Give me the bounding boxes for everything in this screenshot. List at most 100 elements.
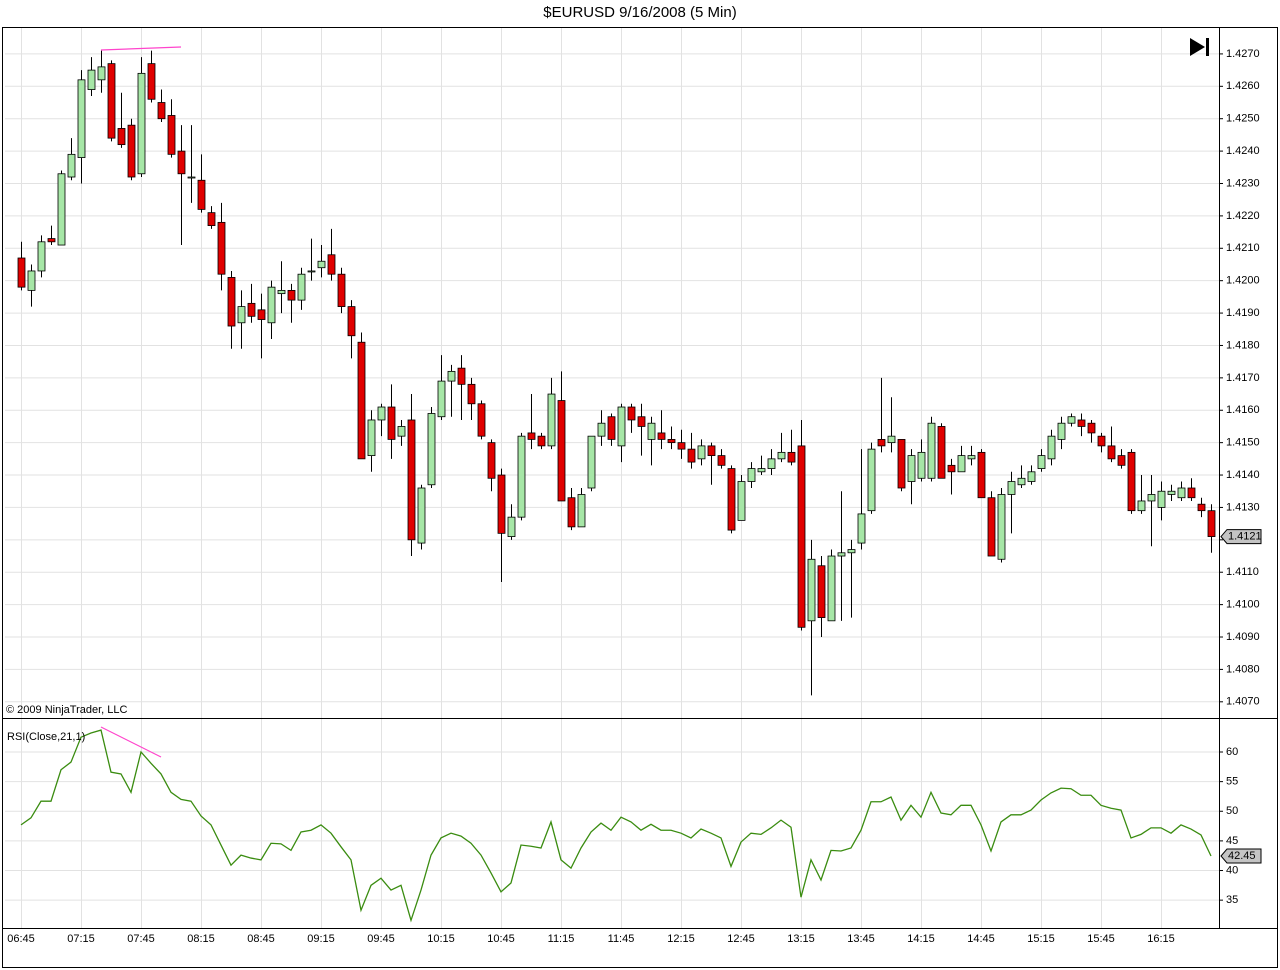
candle-body — [487, 442, 496, 479]
x-tick-label: 12:45 — [727, 933, 755, 945]
candle-body — [917, 451, 926, 479]
candle-body — [1207, 510, 1216, 537]
candle-body — [937, 426, 946, 479]
candle-body — [1147, 494, 1156, 502]
candle-body — [1027, 471, 1036, 482]
y-tick-label: 1.4240 — [1226, 145, 1260, 157]
play-icon[interactable] — [1190, 38, 1209, 56]
x-tick-label: 15:45 — [1087, 933, 1115, 945]
candle-body — [927, 422, 936, 479]
candle-body — [157, 102, 166, 120]
candle-body — [437, 380, 446, 418]
copyright: © 2009 NinjaTrader, LLC — [6, 704, 127, 716]
y-tick-label: 1.4100 — [1226, 599, 1260, 611]
x-tick-label: 08:15 — [187, 933, 215, 945]
candle-body — [537, 435, 546, 447]
x-tick-label: 11:45 — [608, 933, 635, 945]
y-tick-label: 1.4140 — [1226, 469, 1260, 481]
candle-body — [427, 413, 436, 486]
candle-body — [557, 400, 566, 502]
candle-body — [967, 455, 976, 460]
y-tick-label: 1.4200 — [1226, 275, 1260, 287]
candle-body — [177, 150, 186, 175]
candle-body — [977, 451, 986, 499]
x-tick-label: 07:15 — [67, 933, 95, 945]
x-tick-label: 11:15 — [548, 933, 575, 945]
candle-body — [817, 565, 826, 618]
candle-body — [317, 260, 326, 269]
candle-body — [527, 432, 536, 440]
candle-body — [1047, 435, 1056, 460]
candle-body — [907, 455, 916, 482]
candle-body — [547, 393, 556, 447]
y-tick-label: 1.4250 — [1226, 113, 1260, 125]
x-tick-label: 13:45 — [847, 933, 875, 945]
y-tick-label: 1.4080 — [1226, 663, 1260, 675]
y-tick-label: 1.4230 — [1226, 177, 1260, 189]
candle-body — [297, 273, 306, 301]
candle-body — [757, 468, 766, 473]
candle-body — [677, 442, 686, 450]
candle-body — [667, 439, 676, 444]
candle-body — [1087, 422, 1096, 434]
y-tick-label: 40 — [1226, 864, 1238, 876]
last-value-box — [1220, 529, 1262, 545]
candle-body — [747, 468, 756, 482]
candle-body — [207, 212, 216, 227]
candle-body — [77, 79, 86, 158]
candle-body — [277, 289, 286, 295]
candle-body — [807, 558, 816, 622]
candle-body — [1197, 503, 1206, 512]
y-tick-label: 1.4190 — [1226, 307, 1260, 319]
frame — [2, 27, 1278, 968]
y-tick-label: 1.4160 — [1226, 404, 1260, 416]
candle-body — [1187, 487, 1196, 499]
candle-body — [237, 306, 246, 324]
candle-body — [347, 306, 356, 337]
candle-body — [1007, 481, 1016, 495]
candle-body — [1157, 490, 1166, 508]
candle-body — [117, 128, 126, 146]
x-tick-label: 16:15 — [1147, 933, 1175, 945]
candle-body — [87, 69, 96, 90]
x-tick-label: 13:15 — [787, 933, 815, 945]
candle-body — [457, 367, 466, 385]
candle-body — [1167, 490, 1176, 495]
candle-body — [337, 273, 346, 307]
candle-body — [687, 448, 696, 463]
candle-body — [857, 513, 866, 544]
candle-body — [787, 451, 796, 463]
candle-body — [377, 406, 386, 421]
candle-body — [1077, 419, 1086, 427]
candle-body — [287, 289, 296, 301]
candle-body — [1097, 435, 1106, 447]
candle-body — [627, 406, 636, 421]
candle-body — [1127, 451, 1136, 512]
candle-body — [497, 474, 506, 534]
trend-line — [100, 726, 162, 758]
candle-body — [577, 494, 586, 528]
candle-body — [797, 445, 806, 628]
candle-body — [827, 555, 836, 622]
candle-body — [47, 238, 56, 243]
x-tick-label: 06:45 — [7, 933, 35, 945]
candle-body — [587, 435, 596, 489]
y-tick-label: 55 — [1226, 776, 1238, 788]
y-tick-label: 1.4180 — [1226, 339, 1260, 351]
candle-body — [387, 406, 396, 440]
candle-body — [607, 416, 616, 440]
candle-body — [957, 455, 966, 473]
candle-body — [227, 277, 236, 327]
x-tick-label: 15:15 — [1027, 933, 1055, 945]
candle-body — [647, 422, 656, 440]
candle-body — [57, 173, 66, 246]
play-bar[interactable] — [1206, 38, 1209, 56]
x-tick-label: 08:45 — [247, 933, 275, 945]
play-triangle[interactable] — [1190, 38, 1205, 56]
candle-body — [197, 179, 206, 210]
candle-body — [1117, 455, 1126, 466]
candle-body — [97, 66, 106, 81]
y-tick-label: 1.4170 — [1226, 372, 1260, 384]
candle-body — [697, 445, 706, 460]
